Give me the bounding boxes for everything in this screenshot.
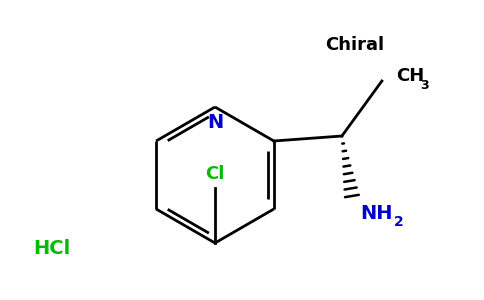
Text: HCl: HCl [33, 238, 71, 257]
Text: Cl: Cl [205, 165, 225, 183]
Text: 3: 3 [420, 80, 428, 92]
Text: Chiral: Chiral [325, 36, 385, 54]
Text: CH: CH [396, 67, 424, 85]
Text: 2: 2 [394, 215, 404, 229]
Text: NH: NH [360, 205, 393, 224]
Text: N: N [207, 113, 223, 133]
